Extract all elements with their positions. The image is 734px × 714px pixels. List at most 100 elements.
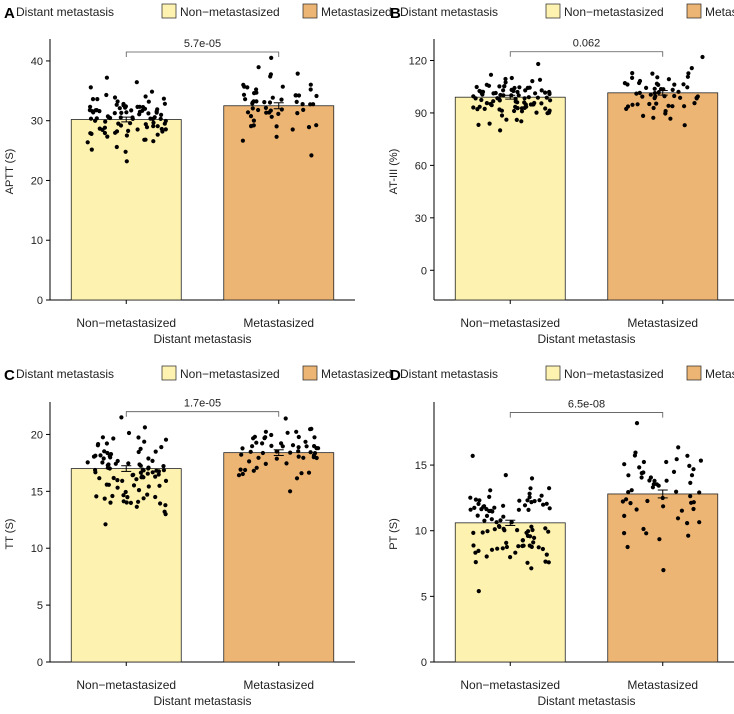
data-point	[151, 124, 156, 129]
data-point	[268, 72, 273, 77]
data-point	[245, 110, 251, 115]
data-point	[143, 94, 148, 99]
data-point	[657, 537, 662, 542]
data-point	[508, 555, 513, 560]
data-point	[156, 472, 161, 477]
x-axis-label: Distant metastasis	[537, 332, 635, 346]
data-point	[499, 108, 504, 113]
data-point	[314, 455, 319, 461]
data-point	[515, 100, 520, 105]
data-point	[134, 504, 139, 509]
data-point	[645, 498, 650, 504]
data-point	[655, 75, 660, 80]
data-point	[468, 507, 473, 512]
data-point	[128, 500, 133, 505]
data-point	[308, 450, 313, 455]
bar-non-metastasized	[454, 96, 566, 301]
data-point	[681, 82, 686, 87]
data-point	[543, 526, 548, 531]
p-value-annotation: 5.7e-05	[184, 38, 221, 50]
data-point	[686, 71, 691, 76]
data-point	[682, 123, 687, 128]
data-point	[516, 544, 521, 549]
data-point	[479, 91, 484, 96]
data-point	[497, 97, 502, 102]
data-point	[123, 149, 128, 154]
data-point	[484, 101, 489, 106]
data-point	[625, 82, 630, 87]
data-point	[533, 91, 538, 96]
legend-entry-1: Metastasized	[321, 5, 392, 19]
legend-swatch-0	[545, 365, 561, 381]
panel-label: D	[390, 367, 401, 384]
data-point	[682, 104, 687, 109]
data-point	[509, 93, 514, 98]
data-point	[128, 121, 133, 126]
data-point	[516, 93, 521, 98]
data-point	[652, 478, 657, 483]
data-point	[284, 461, 289, 466]
data-point	[159, 112, 164, 117]
data-point	[517, 498, 522, 503]
data-point	[515, 89, 520, 95]
data-point	[95, 443, 100, 448]
data-point	[548, 98, 553, 103]
data-point	[145, 471, 150, 476]
data-point	[652, 91, 657, 96]
data-point	[482, 518, 487, 523]
data-point	[93, 118, 98, 123]
data-point	[95, 97, 100, 102]
data-point	[487, 121, 492, 126]
data-point	[497, 84, 502, 89]
data-point	[490, 509, 495, 514]
data-point	[668, 116, 673, 121]
y-tick-label: 20	[31, 429, 43, 441]
data-point	[262, 436, 267, 441]
data-point	[471, 94, 476, 99]
data-point	[647, 101, 652, 107]
data-point	[622, 513, 627, 518]
data-point	[675, 516, 681, 521]
data-point	[666, 77, 671, 82]
data-point	[500, 546, 505, 551]
data-point	[519, 119, 524, 124]
data-point	[546, 529, 551, 534]
x-tick-label: Metastasized	[243, 316, 314, 330]
data-point	[501, 526, 506, 531]
data-point	[671, 469, 677, 474]
data-point	[536, 61, 541, 67]
data-point	[522, 503, 528, 508]
data-point	[306, 125, 312, 130]
data-point	[509, 75, 514, 81]
data-point	[484, 513, 490, 518]
bar-metastasized	[607, 92, 719, 301]
data-point	[163, 478, 169, 483]
data-points-metastasized	[622, 54, 705, 128]
data-point	[488, 101, 493, 107]
data-point	[142, 106, 148, 111]
data-point	[689, 66, 694, 71]
data-point	[660, 495, 665, 501]
data-point	[134, 80, 139, 85]
data-point	[151, 120, 156, 125]
data-point	[102, 130, 107, 136]
data-point	[487, 494, 492, 499]
data-point	[240, 138, 245, 143]
data-point	[519, 106, 524, 111]
data-point	[114, 144, 119, 150]
data-point	[143, 137, 148, 142]
data-point	[115, 458, 120, 464]
data-point	[110, 493, 115, 499]
data-point	[628, 501, 633, 506]
data-point	[497, 524, 502, 529]
data-point	[529, 476, 535, 481]
data-point	[296, 449, 301, 454]
data-point	[308, 87, 313, 92]
data-point	[145, 492, 150, 497]
data-point	[661, 504, 666, 509]
data-point	[126, 128, 131, 133]
data-point	[622, 462, 627, 467]
data-point	[267, 100, 273, 105]
